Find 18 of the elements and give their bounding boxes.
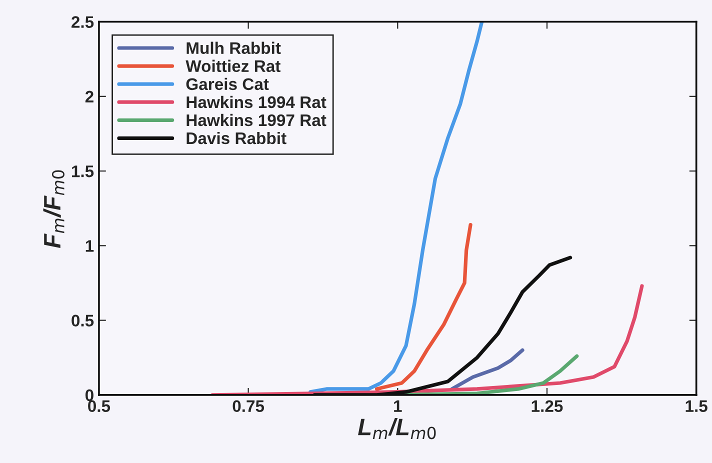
y-tick-label: 0 <box>86 389 94 402</box>
y-tick-label: 2 <box>85 90 94 102</box>
x-axis-title: L$_{m}$/L$_{m0}$ <box>358 418 436 440</box>
x-tick-label: 1 <box>394 400 402 412</box>
y-axis-title: F$_{m}$/F$_{m0}$ <box>43 170 64 248</box>
legend-label: Hawkins 1994 Rat <box>186 96 326 108</box>
x-tick-label: 1.5 <box>686 400 708 412</box>
y-tick-label: 2.5 <box>72 16 94 28</box>
y-tick-label: 1 <box>86 240 94 252</box>
legend-label: Woittiez Rat <box>186 60 280 72</box>
x-tick-label: 0.75 <box>232 400 264 412</box>
x-tick-label: 1.25 <box>532 400 563 412</box>
legend-label: Davis Rabbit <box>186 132 286 144</box>
legend-label: Gareis Cat <box>186 78 269 90</box>
y-tick-label: 1.5 <box>72 166 94 178</box>
legend-label: Hawkins 1997 Rat <box>186 114 326 126</box>
legend-label: Mulh Rabbit <box>186 42 281 54</box>
y-tick-label: 0.5 <box>72 314 94 327</box>
